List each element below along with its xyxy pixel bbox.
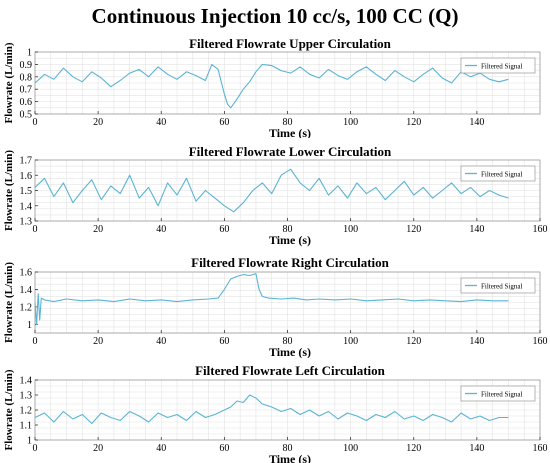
x-tick-label: 100 xyxy=(343,224,358,235)
x-axis-label: Time (s) xyxy=(269,452,311,463)
grid xyxy=(34,379,541,441)
y-axis-label: Flowrate (L/min) xyxy=(3,369,15,450)
legend-box xyxy=(460,277,536,294)
y-tick-label: 0.9 xyxy=(20,60,33,71)
y-tick-label: 1.4 xyxy=(20,201,33,212)
y-tick-label: 1.1 xyxy=(20,421,33,432)
y-axis-label: Flowrate (L/min) xyxy=(3,262,15,343)
y-tick-label: 1.2 xyxy=(20,406,33,417)
y-tick-label: 1.3 xyxy=(20,217,33,228)
legend-label: Filtered Signal xyxy=(481,63,522,71)
x-tick-label: 160 xyxy=(533,224,548,235)
x-tick-label: 160 xyxy=(533,336,548,347)
figure-title: Continuous Injection 10 cc/s, 100 CC (Q) xyxy=(91,4,459,28)
y-tick-label: 1 xyxy=(27,320,32,331)
x-tick-label: 0 xyxy=(33,224,38,235)
x-tick-label: 120 xyxy=(406,224,421,235)
chart-title: Filtered Flowrate Lower Circulation xyxy=(189,144,392,159)
chart-lower-circulation: Filtered Flowrate Lower Circulation 0 20 40… xyxy=(3,144,548,247)
x-tick-label: 140 xyxy=(469,117,484,128)
series-line-filtered-signal xyxy=(34,273,509,325)
x-tick-label: 60 xyxy=(219,443,229,454)
x-tick-label: 140 xyxy=(469,224,484,235)
legend-box xyxy=(460,165,536,182)
x-axis-label: Time (s) xyxy=(269,345,311,358)
x-tick-label: 100 xyxy=(343,117,358,128)
x-tick-label: 40 xyxy=(156,117,166,128)
x-tick-label: 60 xyxy=(219,224,229,235)
legend-label: Filtered Signal xyxy=(481,283,522,291)
chart-title: Filtered Flowrate Upper Circulation xyxy=(189,36,392,51)
x-tick-label: 20 xyxy=(93,117,103,128)
x-tick-label: 40 xyxy=(156,224,166,235)
chart-title: Filtered Flowrate Left Circulation xyxy=(195,363,386,378)
x-tick-label: 80 xyxy=(283,443,293,454)
y-tick-label: 1 xyxy=(27,436,32,447)
x-tick-label: 20 xyxy=(93,224,103,235)
x-tick-label: 120 xyxy=(406,117,421,128)
legend: Filtered Signal xyxy=(460,57,536,74)
legend: Filtered Signal xyxy=(460,277,536,294)
legend-label: Filtered Signal xyxy=(481,171,522,179)
y-tick-label: 0.5 xyxy=(20,110,33,121)
x-tick-label: 60 xyxy=(219,117,229,128)
x-tick-label: 100 xyxy=(343,336,358,347)
y-tick-label: 0.6 xyxy=(20,97,33,108)
x-tick-label: 140 xyxy=(469,443,484,454)
x-axis-label: Time (s) xyxy=(269,233,311,247)
legend: Filtered Signal xyxy=(460,165,536,182)
x-tick-label: 20 xyxy=(93,443,103,454)
y-tick-label: 1 xyxy=(27,48,32,59)
y-tick-label: 1.6 xyxy=(20,268,33,279)
x-tick-label: 100 xyxy=(343,443,358,454)
y-tick-label: 1.3 xyxy=(20,391,33,402)
y-axis-label: Flowrate (L/min) xyxy=(3,150,15,231)
series-line-filtered-signal xyxy=(34,168,509,213)
chart-right-circulation: Filtered Flowrate Right Circulation 0 20 40… xyxy=(3,255,548,358)
y-tick-label: 0.8 xyxy=(20,72,33,83)
x-tick-label: 140 xyxy=(469,336,484,347)
y-tick-label: 1.4 xyxy=(20,376,33,387)
x-tick-label: 40 xyxy=(156,443,166,454)
x-tick-label: 0 xyxy=(33,443,38,454)
x-tick-label: 120 xyxy=(406,443,421,454)
y-tick-label: 0.7 xyxy=(20,85,33,96)
y-tick-label: 1.7 xyxy=(20,156,33,167)
y-tick-label: 1.6 xyxy=(20,171,33,182)
x-tick-label: 80 xyxy=(283,117,293,128)
y-axis-label: Flowrate (L/min) xyxy=(3,42,15,123)
y-tick-label: 1.4 xyxy=(20,285,33,296)
y-tick-label: 1.5 xyxy=(20,186,33,197)
chart-left-circulation: Filtered Flowrate Left Circulation 0 20 40 6… xyxy=(3,363,548,463)
legend-label: Filtered Signal xyxy=(481,391,522,399)
x-tick-label: 120 xyxy=(406,336,421,347)
y-tick-label: 1.2 xyxy=(20,302,33,313)
x-tick-label: 80 xyxy=(283,336,293,347)
legend-box xyxy=(460,57,536,74)
x-tick-label: 160 xyxy=(533,443,548,454)
chart-upper-circulation: Filtered Flowrate Upper Circulation 0 20 40… xyxy=(3,36,541,138)
legend-box xyxy=(460,385,536,402)
x-axis-label: Time (s) xyxy=(269,126,311,138)
x-tick-label: 40 xyxy=(156,336,166,347)
series-line-filtered-signal xyxy=(34,394,509,425)
legend: Filtered Signal xyxy=(460,385,536,402)
x-tick-label: 20 xyxy=(93,336,103,347)
series-line-filtered-signal xyxy=(34,63,509,109)
x-tick-label: 80 xyxy=(283,224,293,235)
x-tick-label: 60 xyxy=(219,336,229,347)
x-tick-label: 0 xyxy=(33,336,38,347)
chart-title: Filtered Flowrate Right Circulation xyxy=(191,255,390,270)
x-tick-label: 0 xyxy=(33,117,38,128)
